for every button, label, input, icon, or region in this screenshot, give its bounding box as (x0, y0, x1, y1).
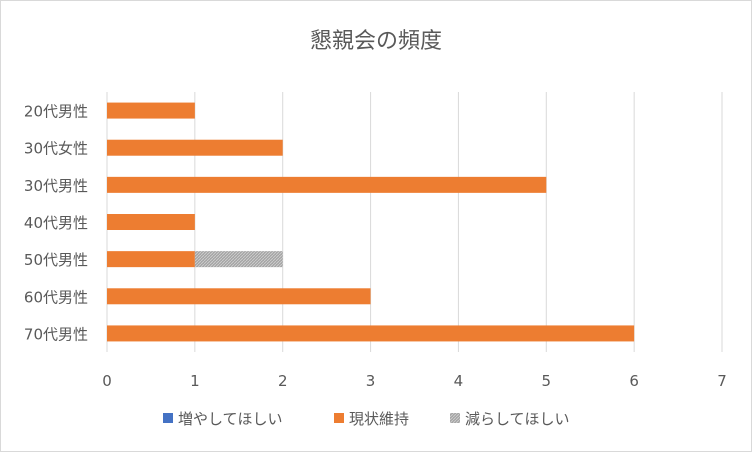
x-tick-label: 1 (190, 372, 200, 390)
x-tick-label: 3 (366, 372, 376, 390)
legend-swatch (450, 413, 460, 423)
category-label: 40代男性 (24, 214, 88, 232)
x-tick-label: 5 (542, 372, 552, 390)
gridlines (106, 92, 723, 352)
chart-title: 懇親会の頻度 (310, 29, 442, 54)
bar (107, 214, 195, 230)
x-tick-label: 0 (102, 372, 112, 390)
category-label: 50代男性 (24, 251, 88, 269)
category-label: 60代男性 (24, 288, 88, 306)
x-tick-label: 7 (717, 372, 727, 390)
category-label: 70代男性 (24, 325, 88, 343)
legend: 増やしてほしい 現状維持 減らしてほしい (163, 410, 570, 428)
x-tick-label: 6 (629, 372, 639, 390)
x-tick-labels: 0 1 2 3 4 5 6 7 (102, 372, 727, 390)
legend-label: 増やしてほしい (178, 410, 283, 428)
bar (107, 176, 547, 193)
bar (107, 288, 371, 305)
bar (194, 251, 283, 268)
legend-item: 増やしてほしい (163, 410, 283, 428)
legend-item: 減らしてほしい (450, 410, 570, 428)
x-tick-label: 4 (454, 372, 464, 390)
bar (107, 251, 195, 268)
legend-swatch (334, 413, 344, 423)
bar (107, 102, 195, 119)
bars (107, 102, 635, 342)
legend-item: 現状維持 (334, 410, 409, 428)
bar (107, 139, 283, 156)
x-tick-label: 2 (278, 372, 288, 390)
category-label: 20代男性 (24, 103, 88, 121)
category-label: 30代女性 (24, 140, 88, 158)
legend-label: 減らしてほしい (465, 410, 570, 428)
category-label: 30代男性 (24, 177, 88, 195)
legend-swatch (163, 413, 173, 423)
legend-label: 現状維持 (349, 410, 409, 428)
bar (107, 325, 635, 342)
category-labels: 20代男性 30代女性 30代男性 40代男性 50代男性 60代男性 70代男性 (24, 103, 88, 344)
